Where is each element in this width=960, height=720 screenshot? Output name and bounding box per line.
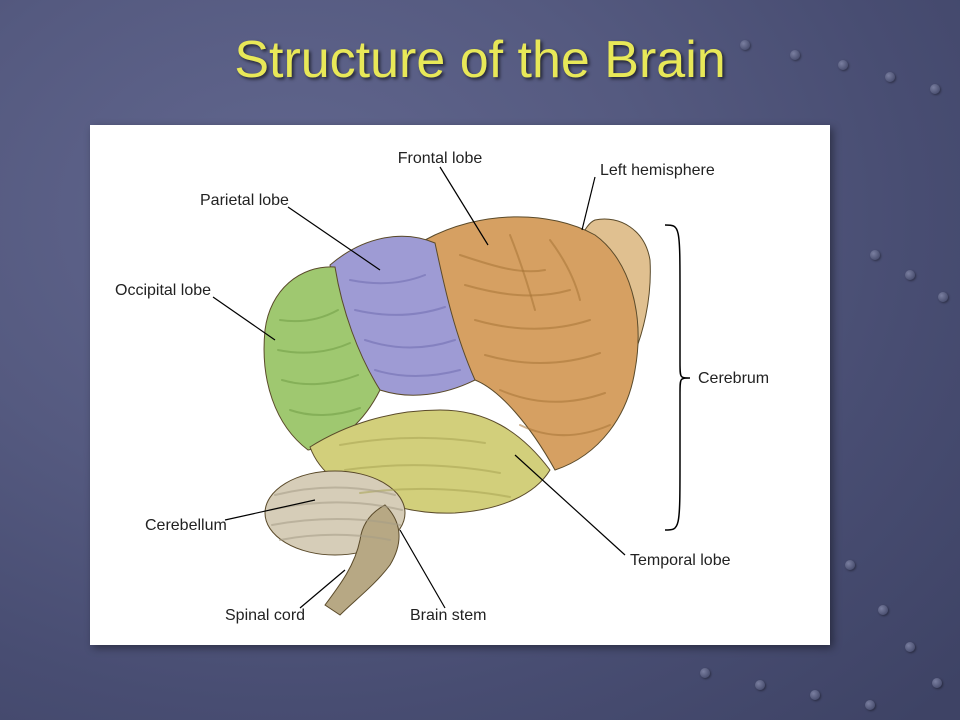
slide: Structure of the Brain xyxy=(0,0,960,720)
decor-dot xyxy=(700,668,710,678)
label-parietal: Parietal lobe xyxy=(200,192,289,209)
label-cerebrum: Cerebrum xyxy=(698,370,769,387)
label-left-hemi: Left hemisphere xyxy=(600,162,715,179)
leader-brainstem xyxy=(400,530,445,608)
label-cerebellum: Cerebellum xyxy=(145,517,227,534)
brain-diagram-svg: Frontal lobe Left hemisphere Parietal lo… xyxy=(90,125,830,645)
leader-temporal xyxy=(515,455,625,555)
decor-dot xyxy=(810,690,820,700)
label-occipital: Occipital lobe xyxy=(115,282,211,299)
slide-title: Structure of the Brain xyxy=(0,30,960,90)
label-temporal: Temporal lobe xyxy=(630,552,731,569)
leader-occipital xyxy=(213,297,275,340)
decor-dot xyxy=(755,680,765,690)
leader-parietal xyxy=(288,207,380,270)
decor-dot xyxy=(865,700,875,710)
label-frontal: Frontal lobe xyxy=(398,150,483,167)
label-spinal: Spinal cord xyxy=(225,607,305,624)
decor-dot xyxy=(938,292,948,302)
label-brainstem: Brain stem xyxy=(410,607,486,624)
decor-dot xyxy=(870,250,880,260)
decor-dot xyxy=(905,642,915,652)
cerebrum-brace xyxy=(665,225,690,530)
decor-dot xyxy=(878,605,888,615)
brain-diagram-box: Frontal lobe Left hemisphere Parietal lo… xyxy=(90,125,830,645)
decor-dot xyxy=(932,678,942,688)
decor-dot xyxy=(905,270,915,280)
decor-dot xyxy=(845,560,855,570)
brain-group xyxy=(264,217,650,615)
